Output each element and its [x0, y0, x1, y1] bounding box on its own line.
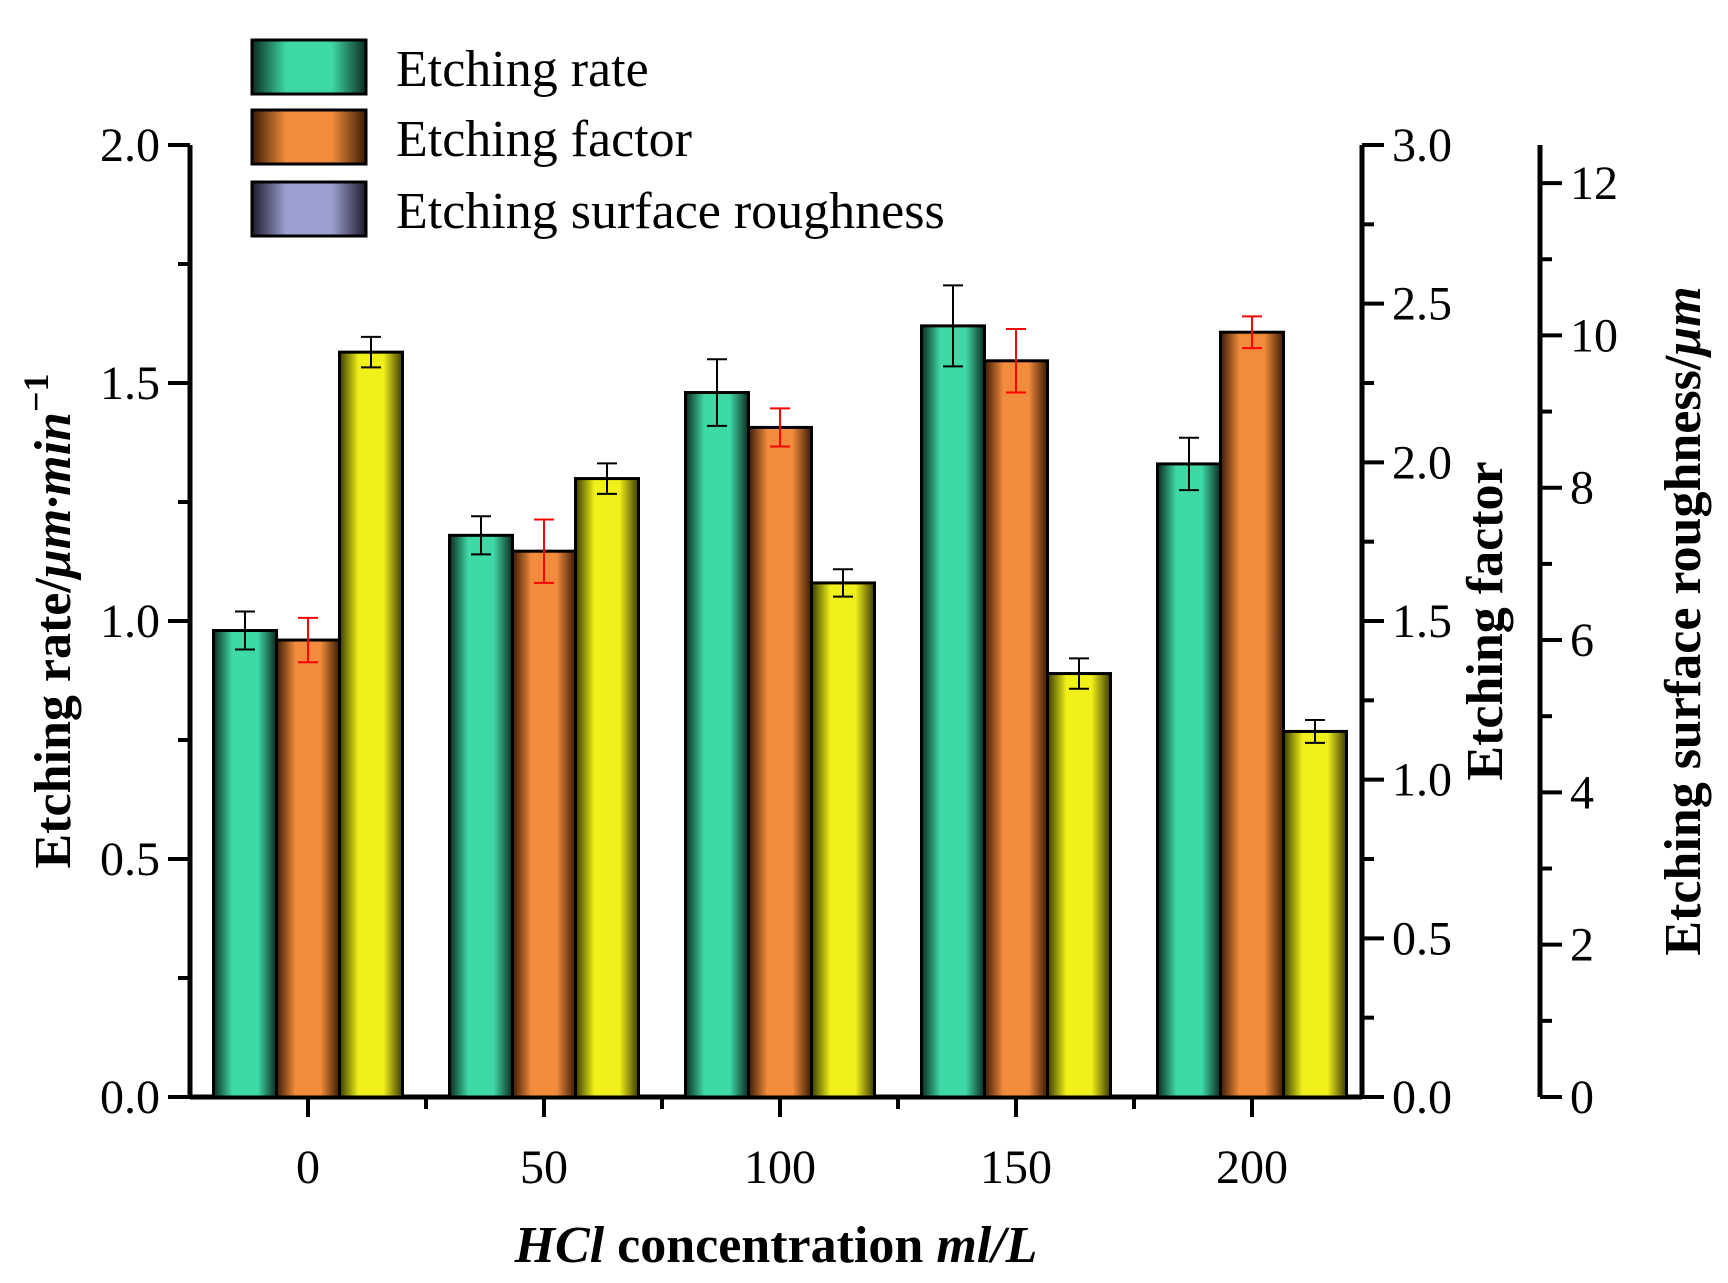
bar-etching-rate: [1156, 462, 1222, 1099]
legend-label-etching-rate: Etching rate: [396, 41, 649, 98]
right2-y-axis-title-main: Etching surface roughness/: [1655, 355, 1712, 956]
left-y-tick-label: 1.0: [100, 595, 160, 648]
x-axis-title: HCl concentration ml/L: [514, 1217, 1038, 1274]
x-axis-title-unit: ml/L: [936, 1217, 1037, 1274]
right2-y-tick-label: 2: [1570, 919, 1594, 972]
x-tick-label: 0: [296, 1141, 320, 1194]
left-y-axis-title-main: Etching rate/: [25, 578, 82, 869]
x-tick-label: 200: [1216, 1141, 1288, 1194]
right1-y-axis-title: Etching factor: [1457, 461, 1514, 780]
right1-y-tick-label: 1.5: [1392, 595, 1452, 648]
right2-y-axis-title: Etching surface roughness/μm: [1655, 286, 1712, 955]
x-tick-label: 50: [520, 1141, 568, 1194]
left-y-tick-label: 0.5: [100, 833, 160, 886]
legend-item-etching-rate: Etching rate: [250, 38, 649, 98]
right1-y-tick-label: 0.5: [1392, 912, 1452, 965]
legend-item-etching-factor: Etching factor: [250, 108, 692, 168]
right1-y-tick-label: 1.0: [1392, 754, 1452, 807]
legend-item-etching-surface-roughness: Etching surface roughness: [250, 180, 945, 240]
x-tick-label: 100: [744, 1141, 816, 1194]
legend-swatch-etching-surface-roughness: [250, 180, 368, 238]
left-y-axis-title-unit: μm·min: [25, 412, 82, 581]
bar-etching-factor: [983, 359, 1049, 1099]
bar-etching-surface-roughness: [338, 350, 404, 1099]
bar-etching-surface-roughness: [810, 581, 876, 1099]
right2-y-tick-label: 8: [1570, 462, 1594, 515]
left-y-tick-label: 1.5: [100, 357, 160, 410]
legend-label-etching-factor: Etching factor: [396, 111, 692, 168]
bar-etching-factor: [275, 638, 341, 1099]
bar-etching-factor: [1219, 330, 1285, 1099]
bar-etching-surface-roughness: [574, 477, 640, 1099]
right1-y-tick-label: 3.0: [1392, 119, 1452, 172]
left-y-tick-label: 0.0: [100, 1071, 160, 1124]
bar-etching-surface-roughness: [1046, 672, 1112, 1099]
right1-y-tick-label: 0.0: [1392, 1071, 1452, 1124]
x-axis-title-middle: concentration: [604, 1217, 936, 1274]
left-y-axis-ticks: 0.0 0.5 1.0 1.5 2.0: [100, 119, 190, 1124]
bars: [212, 284, 1348, 1099]
bar-etching-rate: [212, 629, 278, 1099]
right2-y-tick-label: 6: [1570, 614, 1594, 667]
legend: Etching rate Etching factor Etching surf…: [250, 38, 945, 240]
right1-y-tick-label: 2.5: [1392, 278, 1452, 331]
right2-y-tick-label: 10: [1570, 309, 1618, 362]
right2-y-tick-label: 0: [1570, 1071, 1594, 1124]
right1-y-axis-ticks: 0.0 0.5 1.0 1.5 2.0 2.5 3.0: [1362, 119, 1452, 1124]
right2-y-axis-ticks: 0 2 4 6 8 10 12: [1540, 157, 1618, 1124]
x-axis-title-hcl: HCl: [514, 1217, 605, 1274]
bar-etching-factor: [747, 425, 813, 1099]
right2-y-tick-label: 4: [1570, 766, 1594, 819]
right2-y-tick-label: 12: [1570, 157, 1618, 210]
legend-label-etching-surface-roughness: Etching surface roughness: [396, 183, 945, 240]
left-y-axis-title-sup: −1: [16, 374, 56, 413]
left-y-tick-label: 2.0: [100, 119, 160, 172]
legend-swatch-etching-rate: [250, 38, 368, 96]
left-y-axis-title: Etching rate/μm·min−1: [16, 374, 82, 869]
x-axis-ticks: 0 50 100 150 200: [296, 1097, 1288, 1194]
right2-y-axis-title-unit: μm: [1655, 286, 1712, 358]
bar-etching-factor: [511, 549, 577, 1099]
bar-etching-rate: [448, 533, 514, 1099]
bar-etching-rate: [920, 324, 986, 1099]
x-tick-label: 150: [980, 1141, 1052, 1194]
bar-etching-rate: [684, 391, 750, 1099]
right1-y-tick-label: 2.0: [1392, 436, 1452, 489]
legend-swatch-etching-factor: [250, 108, 368, 166]
bar-etching-surface-roughness: [1282, 729, 1348, 1099]
